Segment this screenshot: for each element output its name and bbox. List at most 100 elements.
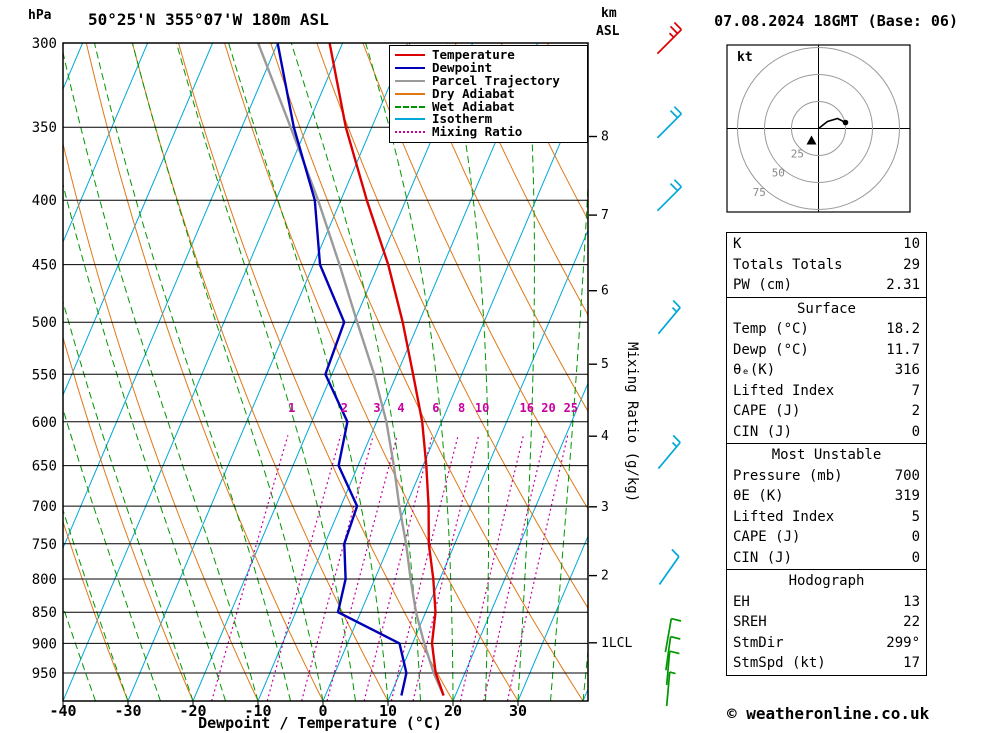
svg-text:300: 300 xyxy=(32,36,57,52)
mixing-ratio-line xyxy=(390,435,459,701)
hodograph-ring xyxy=(791,101,846,156)
row-value: 299° xyxy=(886,634,920,651)
hodograph-trace xyxy=(818,117,846,130)
svg-text:950: 950 xyxy=(32,666,57,682)
row-label: EH xyxy=(733,593,750,610)
svg-text:650: 650 xyxy=(32,459,57,475)
parcel-trajectory-curve xyxy=(256,43,445,696)
table-row: StmSpd (kt) 17 xyxy=(733,653,920,674)
row-value: 17 xyxy=(903,655,920,671)
mixing-ratio-line xyxy=(506,435,569,701)
row-value: 13 xyxy=(903,593,920,610)
svg-text:-20: -20 xyxy=(179,702,206,720)
svg-text:4: 4 xyxy=(601,429,609,444)
row-value: 0 xyxy=(911,549,920,566)
legend-item-temperature: Temperature xyxy=(395,49,582,62)
svg-text:kt: kt xyxy=(737,50,753,65)
table-row: CIN (J) 0 xyxy=(733,548,920,569)
isotherm-line xyxy=(452,382,588,701)
row-label: CIN (J) xyxy=(733,549,793,566)
svg-text:-30: -30 xyxy=(114,702,141,720)
dry-adiabat-line xyxy=(85,43,324,701)
dewpoint-line-swatch xyxy=(395,67,425,70)
row-label: θE (K) xyxy=(733,488,784,504)
table-row: CAPE (J) 2 xyxy=(733,401,920,422)
station-title: 50°25'N 355°07'W 180m ASL xyxy=(88,10,329,29)
table-row: CIN (J) 0 xyxy=(733,422,920,443)
table-row: SREH 22 xyxy=(733,612,920,633)
svg-text:1: 1 xyxy=(288,401,295,415)
legend-label: Dry Adiabat xyxy=(432,85,515,101)
chart-legend: Temperature Dewpoint Parcel Trajectory D… xyxy=(389,45,588,143)
wet-adiabat-line xyxy=(0,43,31,701)
svg-text:20: 20 xyxy=(541,401,555,415)
svg-text:4: 4 xyxy=(397,401,404,415)
legend-label: Temperature xyxy=(432,47,515,63)
row-value: 22 xyxy=(903,614,920,630)
svg-text:750: 750 xyxy=(32,537,57,553)
legend-label: Dewpoint xyxy=(432,60,493,76)
plot-frame xyxy=(62,42,589,702)
wind-barb xyxy=(665,636,672,671)
svg-text:6: 6 xyxy=(432,401,439,415)
indices-section-most-unstable: Most Unstable Pressure (mb) 700 θE (K) 319… xyxy=(726,443,927,570)
legend-item-wet-adiabat: Wet Adiabat xyxy=(395,100,582,113)
row-value: 5 xyxy=(911,508,920,525)
dry-adiabat-line xyxy=(962,43,1000,701)
legend-item-isotherm: Isotherm xyxy=(395,113,582,126)
row-value: 2 xyxy=(911,403,920,419)
row-value: 2.31 xyxy=(886,277,920,293)
row-label: CAPE (J) xyxy=(733,403,801,419)
svg-text:7: 7 xyxy=(601,208,609,223)
table-row: Lifted Index 5 xyxy=(733,507,920,528)
row-value: 11.7 xyxy=(886,341,920,358)
row-label: SREH xyxy=(733,614,767,630)
table-row: PW (cm) 2.31 xyxy=(733,275,920,296)
pressure-axis-unit: hPa xyxy=(28,8,52,23)
dewpoint-curve xyxy=(276,43,408,696)
table-row: θₑ(K) 316 xyxy=(733,360,920,381)
legend-item-parcel: Parcel Trajectory xyxy=(395,72,582,88)
legend-label: Wet Adiabat xyxy=(432,98,515,114)
row-value: 319 xyxy=(894,488,920,504)
svg-text:25: 25 xyxy=(791,148,804,161)
mixing-ratio-line-swatch xyxy=(395,131,425,134)
legend-label: Parcel Trajectory xyxy=(432,72,560,88)
wind-barb xyxy=(657,307,681,335)
row-value: 18.2 xyxy=(886,321,920,337)
wet-adiabat-line xyxy=(63,508,129,701)
svg-text:-40: -40 xyxy=(49,702,76,720)
svg-text:900: 900 xyxy=(32,636,57,652)
svg-text:550: 550 xyxy=(32,367,57,383)
legend-label: Mixing Ratio xyxy=(432,124,523,140)
mixing-ratio-line xyxy=(363,435,433,701)
svg-text:700: 700 xyxy=(32,499,57,515)
table-row: Dewp (°C) 11.7 xyxy=(733,340,920,361)
svg-text:400: 400 xyxy=(32,193,57,209)
section-title: Most Unstable xyxy=(771,447,882,463)
altitude-axis-unit-asl: ASL xyxy=(596,24,620,39)
dry-adiabat-line xyxy=(63,335,194,701)
wet-adiabat-line xyxy=(94,43,291,701)
svg-text:75: 75 xyxy=(753,186,766,199)
svg-text:8: 8 xyxy=(601,130,609,145)
parcel-line-swatch xyxy=(395,79,425,82)
svg-text:0: 0 xyxy=(318,702,327,720)
table-row: Temp (°C) 18.2 xyxy=(733,319,920,340)
mixing-ratio-line xyxy=(211,435,289,701)
svg-text:10: 10 xyxy=(475,401,489,415)
mixing-ratio-line xyxy=(266,435,342,701)
isotherm-line xyxy=(63,43,279,550)
svg-text:6: 6 xyxy=(601,284,609,299)
hodograph-trace-dot xyxy=(842,119,849,126)
indices-table: K 10 Totals Totals 29 PW (cm) 2.31 Surface … xyxy=(726,232,927,676)
dry-adiabat-line xyxy=(454,43,588,316)
table-row: Lifted Index 7 xyxy=(733,381,920,402)
isotherm-line xyxy=(63,43,344,701)
dry-adiabat-line xyxy=(63,520,129,701)
svg-text:600: 600 xyxy=(32,415,57,431)
svg-text:350: 350 xyxy=(32,120,57,136)
svg-text:30: 30 xyxy=(509,702,527,720)
